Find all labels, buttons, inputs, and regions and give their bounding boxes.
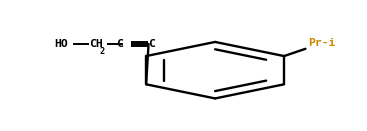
Text: HO: HO <box>54 39 68 49</box>
Text: C: C <box>149 39 156 49</box>
Text: CH: CH <box>89 39 102 49</box>
Text: Pr-i: Pr-i <box>308 38 335 48</box>
Text: C: C <box>116 39 123 49</box>
Text: 2: 2 <box>99 47 105 56</box>
